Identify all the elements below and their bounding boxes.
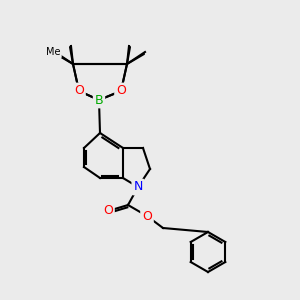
Text: O: O [103, 205, 113, 218]
Text: O: O [142, 209, 152, 223]
Text: Me: Me [46, 47, 60, 57]
Text: O: O [74, 85, 84, 98]
Text: N: N [133, 181, 143, 194]
Text: O: O [116, 85, 126, 98]
Text: B: B [95, 94, 103, 106]
